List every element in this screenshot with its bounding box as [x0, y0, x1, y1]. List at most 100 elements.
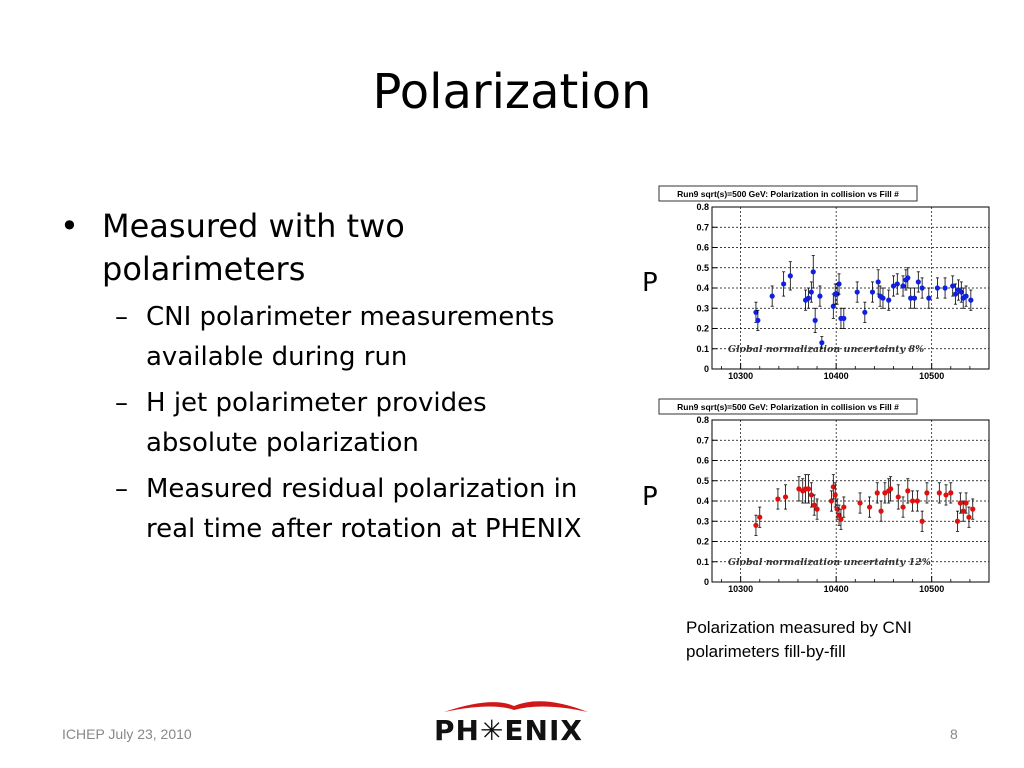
sub-bullet-dash: – [115, 388, 128, 418]
data-point [890, 283, 897, 289]
data-point [854, 289, 860, 295]
data-point [869, 289, 876, 295]
data-point [895, 494, 901, 500]
data-point [878, 508, 884, 514]
y-tick-label: 0.1 [696, 557, 709, 567]
data-point [753, 522, 759, 528]
y-tick-label: 0.3 [696, 303, 709, 313]
y-tick-label: 0.1 [696, 344, 709, 354]
data-point [805, 295, 812, 301]
data-point [958, 289, 964, 295]
chart-title-box [658, 398, 918, 415]
x-tick-label: 10500 [919, 371, 944, 381]
y-tick-label: 0.5 [696, 263, 709, 273]
data-point [905, 488, 911, 494]
data-point [957, 500, 963, 506]
bullet-list: • Measured with two polarimeters – CNI p… [60, 205, 600, 549]
data-point [882, 490, 888, 496]
data-point [819, 340, 825, 346]
y-tick-label: 0 [704, 577, 709, 587]
data-point [834, 506, 840, 512]
data-point [836, 512, 842, 518]
data-point [960, 508, 966, 514]
phenix-logo-text: PH✳ENIX [434, 714, 583, 747]
data-point [919, 285, 925, 291]
data-point [830, 484, 836, 490]
plot-side-label-bottom: P [642, 482, 658, 512]
phenix-logo [444, 701, 588, 712]
y-tick-label: 0.8 [696, 415, 709, 425]
bullet-level1: • Measured with two polarimeters [60, 205, 600, 291]
data-point [811, 502, 817, 508]
data-point [919, 518, 925, 524]
y-tick-label: 0.2 [696, 537, 709, 547]
data-point [926, 295, 932, 301]
sub-bullet-dash: – [115, 302, 128, 332]
data-point [908, 295, 914, 301]
y-tick-label: 0.8 [696, 202, 709, 212]
data-point [886, 297, 892, 303]
data-point [838, 516, 844, 522]
data-point [814, 506, 820, 512]
data-point [934, 285, 941, 291]
blue-polarization-plot: Run9 sqrt(s)=500 GeV: Polarization in co… [658, 185, 990, 381]
data-point [954, 518, 961, 524]
data-point [900, 504, 906, 510]
sub-bullet-hjet: – H jet polarimeter provides absolute po… [60, 383, 600, 463]
sub-bullet-text: CNI polarimeter measurements available d… [146, 302, 555, 372]
data-point [905, 275, 911, 281]
data-point [911, 295, 918, 301]
data-point [968, 297, 974, 303]
x-tick-label: 10300 [728, 371, 753, 381]
x-tick-label: 10400 [824, 371, 849, 381]
data-point [915, 279, 921, 285]
data-point [828, 498, 834, 504]
sub-bullet-text: H jet polarimeter provides absolute pola… [146, 388, 487, 458]
data-point [862, 309, 868, 315]
data-point [875, 279, 881, 285]
y-tick-label: 0.7 [696, 222, 709, 232]
data-point [948, 490, 954, 496]
x-tick-label: 10300 [728, 584, 753, 594]
data-point [830, 303, 836, 309]
x-tick-label: 10500 [919, 584, 944, 594]
bullet-text: Measured with two polarimeters [102, 207, 405, 288]
data-point [812, 317, 818, 323]
data-point [757, 514, 763, 520]
chart-title-box [658, 185, 918, 202]
data-point [963, 293, 969, 299]
data-point [805, 486, 812, 492]
data-point [867, 504, 873, 510]
data-point [836, 281, 842, 287]
data-point [914, 498, 920, 504]
y-tick-label: 0.4 [696, 496, 709, 506]
data-point [874, 490, 880, 496]
plot-frame [711, 419, 990, 583]
data-point [936, 490, 942, 496]
y-tick-label: 0.7 [696, 435, 709, 445]
y-tick-label: 0.2 [696, 324, 709, 334]
data-point [857, 500, 863, 506]
data-point [755, 317, 761, 323]
x-tick-label: 10400 [824, 584, 849, 594]
data-point [880, 295, 886, 301]
y-tick-label: 0.3 [696, 516, 709, 526]
data-point [769, 293, 775, 299]
data-point [834, 291, 840, 297]
data-point [963, 500, 969, 506]
footer-conference: ICHEP July 23, 2010 [62, 726, 192, 742]
data-point [909, 498, 916, 504]
y-tick-label: 0.5 [696, 476, 709, 486]
data-point [943, 492, 949, 498]
y-tick-label: 0.6 [696, 243, 709, 253]
sub-bullet-dash: – [115, 474, 128, 504]
data-point [841, 315, 847, 321]
data-point [888, 486, 894, 492]
data-point [753, 309, 759, 315]
chart-title: Run9 sqrt(s)=500 GeV: Polarization in co… [677, 402, 899, 412]
data-point [808, 289, 814, 295]
data-point [950, 283, 956, 289]
y-tick-label: 0 [704, 364, 709, 374]
data-point [810, 269, 816, 275]
sub-bullet-cni: – CNI polarimeter measurements available… [60, 297, 600, 377]
